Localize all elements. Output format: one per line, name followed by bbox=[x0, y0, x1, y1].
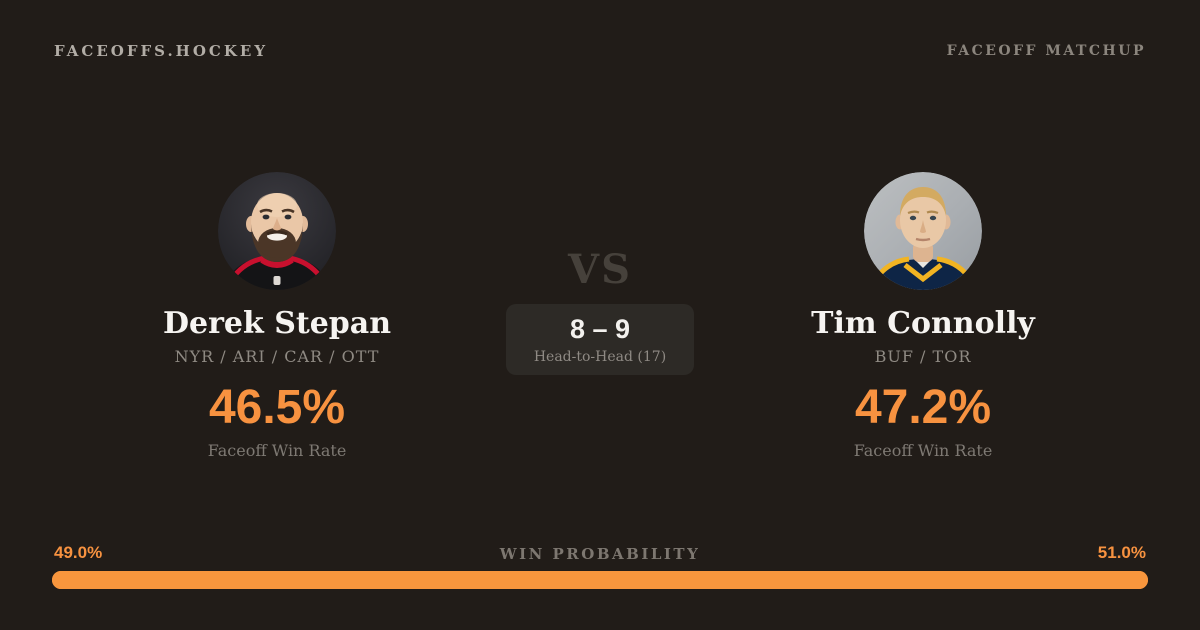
win-probability-right-value: 51.0% bbox=[1097, 543, 1146, 562]
win-probability-left-value: 49.0% bbox=[54, 543, 103, 562]
faceoff-win-rate-label-left: Faceoff Win Rate bbox=[207, 441, 347, 460]
win-probability-bar bbox=[52, 571, 1148, 589]
bearded-player-headshot-icon bbox=[218, 172, 336, 290]
faceoff-win-rate-left: 46.5% bbox=[208, 381, 346, 434]
header: FACEOFFS.HOCKEY FACEOFF MATCHUP bbox=[54, 42, 1146, 60]
player-card-left: Derek Stepan NYR / ARI / CAR / OTT 46.5%… bbox=[117, 172, 437, 460]
player-name-right: Tim Connolly bbox=[811, 306, 1035, 341]
win-probability-title: WIN PROBABILITY bbox=[499, 545, 701, 563]
win-probability-fill-right bbox=[589, 571, 1148, 589]
head-to-head-score: 8 – 9 bbox=[569, 314, 631, 344]
head-to-head-box: 8 – 9 Head-to-Head (17) bbox=[505, 304, 695, 375]
player-photo-right bbox=[864, 172, 982, 290]
win-probability-labels: 49.0% WIN PROBABILITY 51.0% bbox=[54, 543, 1146, 563]
brand-logo-text: FACEOFFS.HOCKEY bbox=[54, 42, 269, 60]
faceoff-win-rate-right: 47.2% bbox=[854, 381, 992, 434]
player-card-right: Tim Connolly BUF / TOR 47.2% Faceoff Win… bbox=[763, 172, 1083, 460]
page-title: FACEOFF MATCHUP bbox=[946, 43, 1146, 59]
player-teams-left: NYR / ARI / CAR / OTT bbox=[174, 347, 380, 366]
player-photo-left bbox=[218, 172, 336, 290]
player-teams-right: BUF / TOR bbox=[874, 347, 972, 366]
faceoff-win-rate-label-right: Faceoff Win Rate bbox=[853, 441, 993, 460]
win-probability-fill-left bbox=[52, 571, 590, 589]
matchup-section: Derek Stepan NYR / ARI / CAR / OTT 46.5%… bbox=[0, 172, 1200, 462]
player-name-left: Derek Stepan bbox=[162, 306, 392, 341]
head-to-head-label: Head-to-Head (17) bbox=[533, 349, 667, 365]
blond-player-headshot-icon bbox=[864, 172, 982, 290]
vs-label: VS bbox=[568, 246, 632, 293]
matchup-center: VS 8 – 9 Head-to-Head (17) bbox=[440, 172, 760, 375]
